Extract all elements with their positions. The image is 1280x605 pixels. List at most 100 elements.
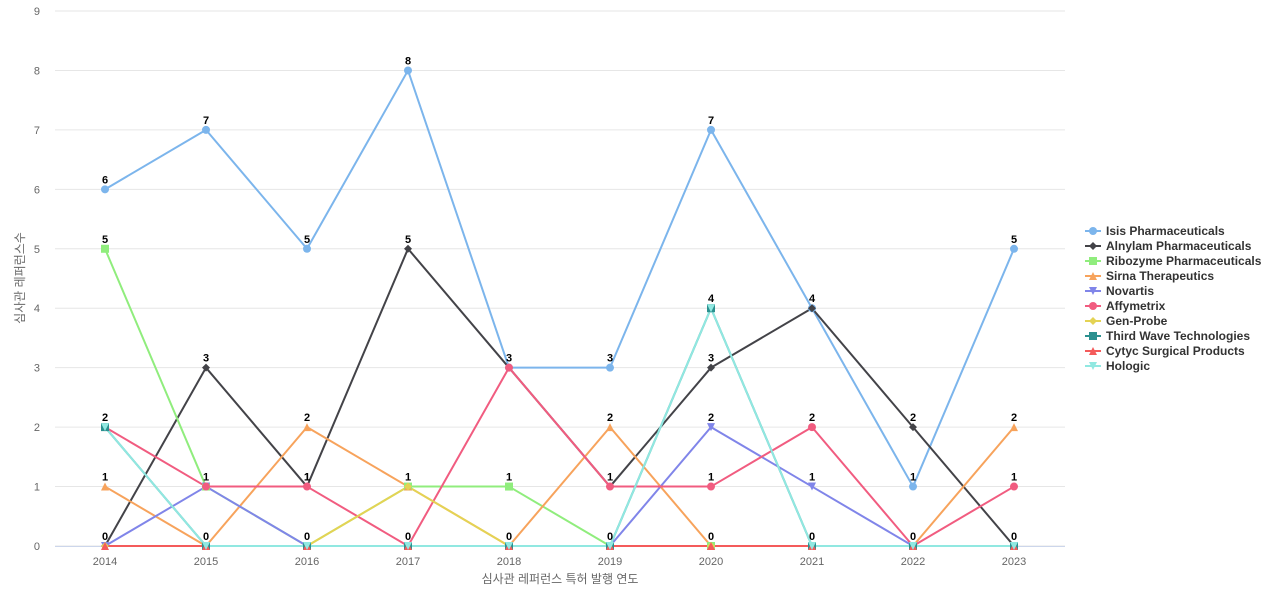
data-label-affymetrix: 1 bbox=[1011, 472, 1017, 484]
data-label-hologic: 0 bbox=[304, 531, 310, 543]
legend-item-hologic[interactable]: Hologic bbox=[1085, 359, 1150, 373]
series-markers bbox=[101, 66, 1018, 550]
data-point-sirna-therapeutics bbox=[303, 423, 311, 432]
data-label-isis-pharmaceuticals: 6 bbox=[102, 174, 108, 186]
data-point-alnylam-pharmaceuticals bbox=[808, 304, 816, 313]
data-label-sirna-therapeutics: 2 bbox=[1011, 412, 1017, 424]
data-label-alnylam-pharmaceuticals: 1 bbox=[304, 472, 310, 484]
data-label-isis-pharmaceuticals: 7 bbox=[203, 115, 209, 127]
data-label-isis-pharmaceuticals: 5 bbox=[304, 234, 310, 246]
data-point-gen-probe bbox=[404, 482, 412, 491]
y-axis-ticks: 0 1 2 3 4 5 6 7 8 9 bbox=[34, 6, 40, 553]
data-label-sirna-therapeutics: 1 bbox=[102, 472, 108, 484]
legend-marker-affymetrix bbox=[1089, 302, 1097, 310]
data-point-alnylam-pharmaceuticals bbox=[909, 423, 917, 432]
legend-marker-isis-pharmaceuticals bbox=[1089, 227, 1097, 235]
data-label-affymetrix: 0 bbox=[405, 531, 411, 543]
legend-label-cytyc-surgical-products: Cytyc Surgical Products bbox=[1106, 344, 1245, 358]
legend-marker-alnylam-pharmaceuticals bbox=[1089, 242, 1097, 250]
y-tick-label: 8 bbox=[34, 65, 40, 77]
y-tick-label: 4 bbox=[34, 303, 40, 315]
legend-item-affymetrix[interactable]: Affymetrix bbox=[1085, 299, 1166, 313]
data-point-alnylam-pharmaceuticals bbox=[202, 363, 210, 372]
y-tick-label: 1 bbox=[34, 482, 40, 494]
legend-item-novartis[interactable]: Novartis bbox=[1085, 284, 1154, 298]
series-line-hologic bbox=[104, 307, 1014, 547]
y-tick-label: 7 bbox=[34, 125, 40, 137]
data-label-isis-pharmaceuticals: 4 bbox=[809, 293, 816, 305]
series-line-isis-pharmaceuticals bbox=[104, 69, 1015, 488]
data-label-isis-pharmaceuticals: 3 bbox=[607, 353, 613, 365]
data-point-affymetrix bbox=[303, 482, 311, 491]
x-tick-label: 2015 bbox=[194, 556, 218, 568]
data-point-hologic bbox=[707, 304, 715, 313]
data-label-isis-pharmaceuticals: 3 bbox=[506, 353, 512, 365]
legend-item-ribozyme-pharmaceuticals[interactable]: Ribozyme Pharmaceuticals bbox=[1085, 254, 1262, 268]
data-label-third-wave-technologies: 0 bbox=[809, 531, 815, 543]
legend-marker-gen-probe bbox=[1089, 317, 1097, 325]
data-point-affymetrix bbox=[808, 423, 816, 432]
data-point-isis-pharmaceuticals bbox=[303, 244, 311, 253]
data-label-sirna-therapeutics: 2 bbox=[304, 412, 310, 424]
grid-lines bbox=[55, 10, 1065, 547]
data-point-affymetrix bbox=[1010, 482, 1018, 491]
legend-item-isis-pharmaceuticals[interactable]: Isis Pharmaceuticals bbox=[1085, 224, 1225, 238]
data-label-ribozyme-pharmaceuticals: 1 bbox=[405, 472, 411, 484]
data-label-sirna-therapeutics: 2 bbox=[607, 412, 613, 424]
x-axis-title: 심사관 레퍼런스 특허 발행 연도 bbox=[482, 571, 639, 586]
data-point-sirna-therapeutics bbox=[1010, 423, 1018, 432]
data-label-sirna-therapeutics: 0 bbox=[708, 531, 714, 543]
data-point-cytyc-surgical-products bbox=[707, 542, 715, 550]
legend-label-ribozyme-pharmaceuticals: Ribozyme Pharmaceuticals bbox=[1106, 254, 1262, 268]
series-line-ribozyme-pharmaceuticals bbox=[104, 248, 1014, 547]
data-label-isis-pharmaceuticals: 7 bbox=[708, 115, 714, 127]
data-point-ribozyme-pharmaceuticals bbox=[101, 244, 109, 253]
data-label-affymetrix: 2 bbox=[809, 412, 815, 424]
legend-item-third-wave-technologies[interactable]: Third Wave Technologies bbox=[1085, 329, 1250, 343]
data-point-hologic bbox=[404, 542, 412, 550]
data-label-ribozyme-pharmaceuticals: 5 bbox=[102, 234, 108, 246]
data-point-affymetrix bbox=[606, 482, 614, 491]
series-line-affymetrix bbox=[104, 366, 1015, 547]
y-tick-label: 3 bbox=[34, 363, 40, 375]
legend-label-isis-pharmaceuticals: Isis Pharmaceuticals bbox=[1106, 224, 1225, 238]
legend-item-sirna-therapeutics[interactable]: Sirna Therapeutics bbox=[1085, 269, 1214, 283]
x-tick-label: 2023 bbox=[1002, 556, 1026, 568]
legend-item-gen-probe[interactable]: Gen-Probe bbox=[1085, 314, 1168, 328]
data-point-isis-pharmaceuticals bbox=[707, 125, 715, 134]
data-point-affymetrix bbox=[505, 363, 513, 372]
y-tick-label: 9 bbox=[34, 6, 40, 18]
y-tick-label: 6 bbox=[34, 184, 40, 196]
data-label-affymetrix: 2 bbox=[102, 412, 108, 424]
series-line-alnylam-pharmaceuticals bbox=[104, 247, 1015, 547]
data-label-alnylam-pharmaceuticals: 2 bbox=[910, 412, 916, 424]
data-point-affymetrix bbox=[707, 482, 715, 491]
y-tick-label: 0 bbox=[34, 541, 40, 553]
data-label-alnylam-pharmaceuticals: 5 bbox=[405, 234, 411, 246]
data-point-hologic bbox=[1010, 542, 1018, 550]
y-axis-title: 심사관 레퍼런스수 bbox=[13, 232, 27, 324]
data-point-hologic bbox=[808, 542, 816, 550]
data-label-affymetrix: 1 bbox=[304, 472, 310, 484]
data-point-hologic bbox=[202, 542, 210, 550]
legend-item-alnylam-pharmaceuticals[interactable]: Alnylam Pharmaceuticals bbox=[1085, 239, 1252, 253]
data-point-affymetrix bbox=[202, 482, 210, 491]
x-tick-label: 2017 bbox=[396, 556, 420, 568]
data-label-alnylam-pharmaceuticals: 1 bbox=[607, 472, 613, 484]
series-lines bbox=[104, 69, 1015, 547]
x-tick-label: 2022 bbox=[901, 556, 925, 568]
x-tick-label: 2021 bbox=[800, 556, 824, 568]
y-tick-label: 2 bbox=[34, 422, 40, 434]
data-label-alnylam-pharmaceuticals: 0 bbox=[102, 531, 108, 543]
data-label-affymetrix: 1 bbox=[203, 472, 209, 484]
data-point-hologic bbox=[606, 542, 614, 550]
legend-item-cytyc-surgical-products[interactable]: Cytyc Surgical Products bbox=[1085, 344, 1245, 358]
legend-label-gen-probe: Gen-Probe bbox=[1106, 314, 1168, 328]
legend-label-novartis: Novartis bbox=[1106, 284, 1154, 298]
x-tick-label: 2018 bbox=[497, 556, 521, 568]
x-tick-label: 2014 bbox=[93, 556, 117, 568]
